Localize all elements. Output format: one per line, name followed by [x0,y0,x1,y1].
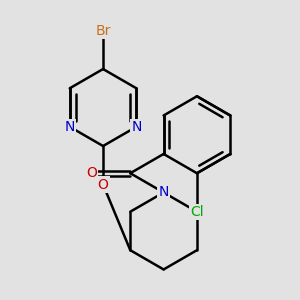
Text: Cl: Cl [190,205,204,219]
Text: O: O [86,166,97,180]
Text: N: N [131,120,142,134]
Text: N: N [64,120,75,134]
Text: Br: Br [95,24,111,38]
Text: N: N [158,185,169,200]
Text: O: O [98,178,109,191]
